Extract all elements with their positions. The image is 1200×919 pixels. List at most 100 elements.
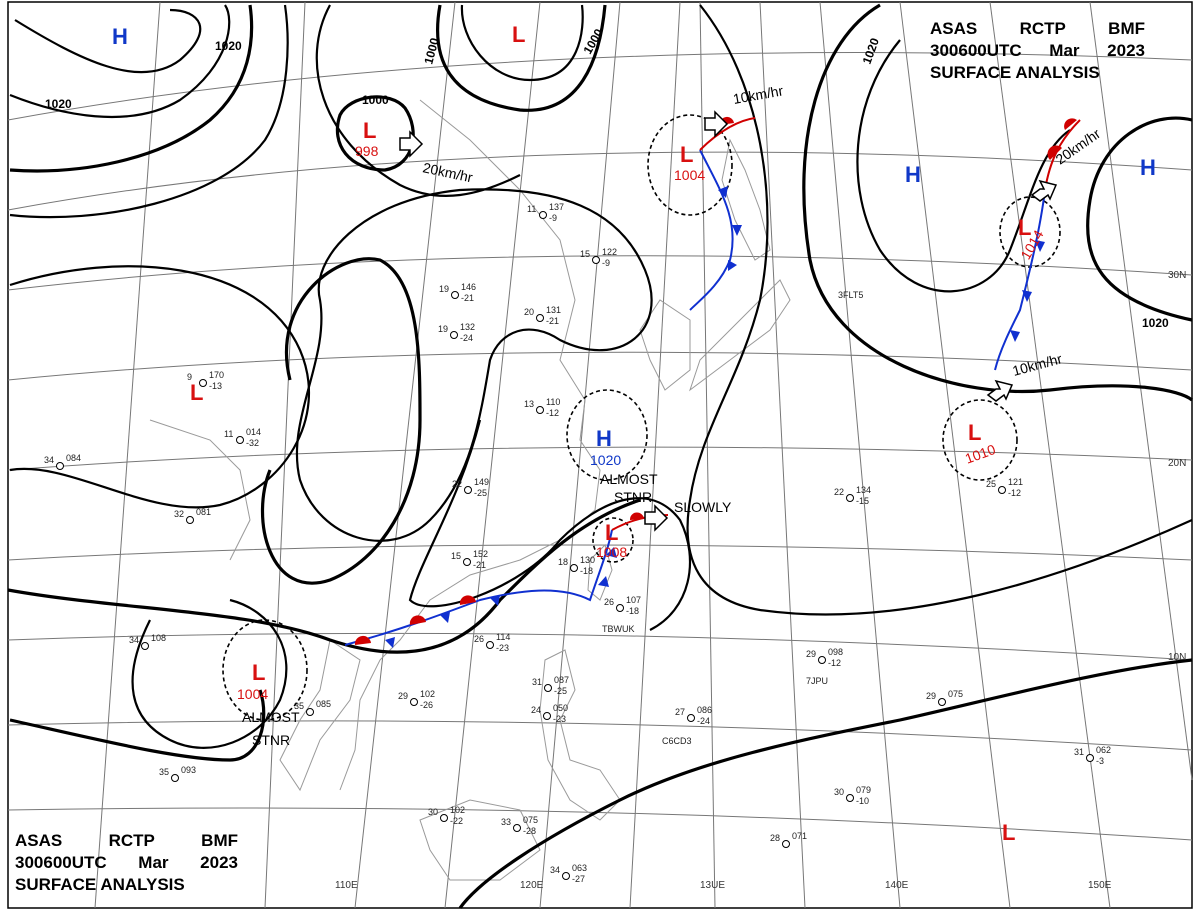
high-pressure-value: 1020 [590, 452, 621, 468]
station-temperature: 35 [294, 701, 304, 711]
high-center: H [596, 426, 612, 451]
motion-arrows [399, 110, 1058, 532]
station-pressure: 108 [151, 633, 166, 643]
station-pressure: 071 [792, 831, 807, 841]
product-name: SURFACE ANALYSIS [15, 875, 185, 894]
low-center: L [968, 420, 981, 445]
station-pressure: 098 [828, 647, 843, 657]
station-id: TBWUK [602, 624, 635, 634]
station-plot: 34 063-27 [550, 863, 587, 884]
coast-korea [639, 299, 691, 391]
station-tendency: -25 [554, 686, 567, 696]
station-tendency: -15 [856, 496, 869, 506]
speed-note: 10km/hr [1011, 350, 1064, 379]
station-temperature: 11 [224, 429, 233, 439]
product-name: SURFACE ANALYSIS [930, 63, 1100, 82]
station-pressure: 062 [1096, 745, 1111, 755]
agency-code: ASAS [15, 831, 63, 850]
station-tendency: -12 [828, 658, 841, 668]
coast-borneo [419, 799, 541, 881]
low-pressure-value: 1004 [674, 167, 705, 183]
station-temperature: 22 [452, 479, 462, 489]
station-circle [486, 641, 494, 649]
parallel-0n [7, 807, 1193, 841]
station-temperature: 20 [524, 307, 534, 317]
station-circle [306, 708, 314, 716]
station-tendency: -12 [1008, 488, 1021, 498]
motion-note: STNR [614, 489, 652, 505]
coast-china [339, 99, 601, 791]
station-temperature: 26 [604, 597, 614, 607]
meridian-100e [94, 1, 161, 909]
station-plot: 33 075-28 [501, 815, 538, 836]
dash-high-1020 [566, 389, 648, 481]
station-circle [846, 494, 854, 502]
high-center: H [905, 162, 921, 187]
station-tendency: -21 [473, 560, 486, 570]
high-center: H [1140, 155, 1156, 180]
station-plot: 31 062-3 [1074, 745, 1111, 766]
station-pressure: 131 [546, 305, 561, 315]
station-tendency: -18 [580, 566, 593, 576]
isobar-south-1010 [9, 689, 266, 762]
lon-label: 13UE [700, 880, 725, 891]
station-plot: 26 114-23 [474, 632, 510, 653]
station-tendency: -3 [1096, 756, 1104, 766]
analysis-datetime: 300600UTC [15, 853, 107, 872]
isobar-n-1000 [436, 4, 607, 112]
station-tendency: -18 [626, 606, 639, 616]
station-temperature: 30 [834, 787, 844, 797]
station-tendency: -9 [602, 258, 610, 268]
station-tendency: -24 [460, 333, 473, 343]
dash-low-1004-sw [222, 619, 308, 721]
format-code: BMF [1108, 19, 1145, 38]
station-temperature: 33 [501, 817, 511, 827]
station-pressure: 170 [209, 370, 224, 380]
isobar-label: 1000 [362, 93, 389, 107]
station-plot: 9 170-13 [187, 370, 224, 391]
meridian-135e [759, 1, 806, 909]
station-circle [544, 684, 552, 692]
station-temperature: 34 [44, 455, 54, 465]
isobar-nw-1012 [9, 4, 289, 219]
station-pressure: 137 [549, 202, 564, 212]
analysis-datetime: 300600UTC [930, 41, 1022, 60]
station-plot: 15 152-21 [451, 549, 488, 570]
isobar-label: 1020 [45, 97, 72, 111]
isobar-nw-1020 [9, 4, 231, 119]
station-pressure: 152 [473, 549, 488, 559]
cold-front-triangles [385, 186, 1045, 648]
station-plot: 19 146-21 [439, 282, 476, 303]
low-center: L [363, 118, 376, 143]
station-circle [141, 642, 149, 650]
station-circle [687, 714, 695, 722]
pressure-systems: H L L 998 L 1004 H H L 1014 L H 1020 L 1… [112, 22, 1156, 845]
lon-label: 110E [335, 880, 358, 891]
isobar-center-1016 [260, 257, 422, 585]
station-code: RCTP [1019, 19, 1066, 38]
motion-note: ALMOST [600, 471, 658, 487]
station-plot: 30 079-10 [834, 785, 871, 806]
station-plot: 28 071 [770, 831, 807, 848]
station-tendency: -26 [420, 700, 433, 710]
station-temperature: 19 [438, 324, 448, 334]
station-plot: 25 121-12 [986, 477, 1023, 498]
station-temperature: 22 [834, 487, 844, 497]
station-circle [536, 406, 544, 414]
station-tendency: -21 [461, 293, 474, 303]
station-circle [543, 712, 551, 720]
station-tendency: -28 [523, 826, 536, 836]
meridian-155e [1089, 1, 1193, 781]
station-tendency: -13 [209, 381, 222, 391]
station-circle [818, 656, 826, 664]
station-circle [536, 314, 544, 322]
motion-note: SLOWLY [674, 499, 732, 515]
isobar-label: 1020 [1142, 316, 1169, 330]
station-plot: 19 132-24 [438, 322, 475, 343]
low-center: L [252, 660, 265, 685]
cold-front-south [344, 529, 613, 646]
dash-low-1008 [592, 517, 634, 563]
station-tendency: -25 [474, 488, 487, 498]
